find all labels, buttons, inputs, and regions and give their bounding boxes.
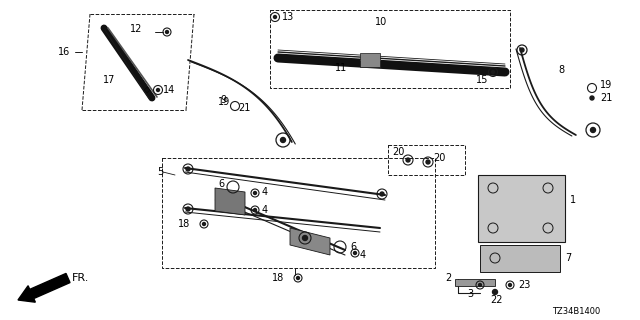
Circle shape (353, 252, 356, 254)
Circle shape (520, 48, 524, 52)
Text: 7: 7 (565, 253, 572, 263)
Text: 20: 20 (392, 147, 404, 157)
Circle shape (186, 167, 190, 171)
Circle shape (186, 207, 190, 211)
Text: 23: 23 (518, 280, 531, 290)
Polygon shape (290, 228, 330, 255)
Text: 11: 11 (335, 63, 348, 73)
Circle shape (157, 89, 159, 92)
Circle shape (296, 276, 300, 279)
Circle shape (590, 96, 594, 100)
Circle shape (166, 30, 168, 34)
Text: 21: 21 (238, 103, 250, 113)
Circle shape (253, 191, 257, 195)
Circle shape (273, 15, 276, 19)
Text: 5: 5 (157, 167, 163, 177)
Text: 20: 20 (433, 153, 445, 163)
Text: 19: 19 (218, 97, 230, 107)
Text: FR.: FR. (72, 273, 90, 283)
Polygon shape (455, 279, 495, 286)
Text: 6: 6 (350, 242, 356, 252)
Polygon shape (480, 245, 560, 272)
Circle shape (493, 290, 497, 294)
Circle shape (479, 284, 481, 286)
Text: 12: 12 (130, 24, 142, 34)
Text: 19: 19 (600, 80, 612, 90)
Circle shape (253, 209, 257, 212)
Text: 4: 4 (262, 205, 268, 215)
Text: 9: 9 (220, 95, 226, 105)
Text: ◇: ◇ (144, 85, 150, 94)
Circle shape (406, 158, 410, 162)
Text: 21: 21 (600, 93, 612, 103)
Text: 1: 1 (570, 195, 576, 205)
Circle shape (426, 160, 430, 164)
Text: 17: 17 (103, 75, 115, 85)
Text: 18: 18 (178, 219, 190, 229)
Circle shape (591, 127, 595, 132)
Circle shape (280, 138, 285, 142)
Circle shape (492, 70, 495, 74)
Text: 8: 8 (558, 65, 564, 75)
Polygon shape (215, 188, 245, 215)
Circle shape (509, 284, 511, 286)
Text: 6: 6 (218, 179, 224, 189)
Polygon shape (478, 175, 565, 242)
Circle shape (380, 192, 384, 196)
Text: 18: 18 (272, 273, 284, 283)
Text: 16: 16 (58, 47, 70, 57)
Text: 13: 13 (282, 12, 294, 22)
Text: 4: 4 (360, 250, 366, 260)
Text: TZ34B1400: TZ34B1400 (552, 307, 600, 316)
Text: 15: 15 (476, 75, 488, 85)
Text: 22: 22 (490, 295, 502, 305)
Polygon shape (360, 53, 380, 67)
Text: 3: 3 (467, 289, 473, 299)
Circle shape (202, 222, 205, 226)
Circle shape (303, 236, 307, 241)
Text: 10: 10 (375, 17, 387, 27)
Text: 4: 4 (262, 187, 268, 197)
Text: 2: 2 (445, 273, 451, 283)
FancyArrow shape (18, 273, 70, 302)
Text: 14: 14 (163, 85, 175, 95)
